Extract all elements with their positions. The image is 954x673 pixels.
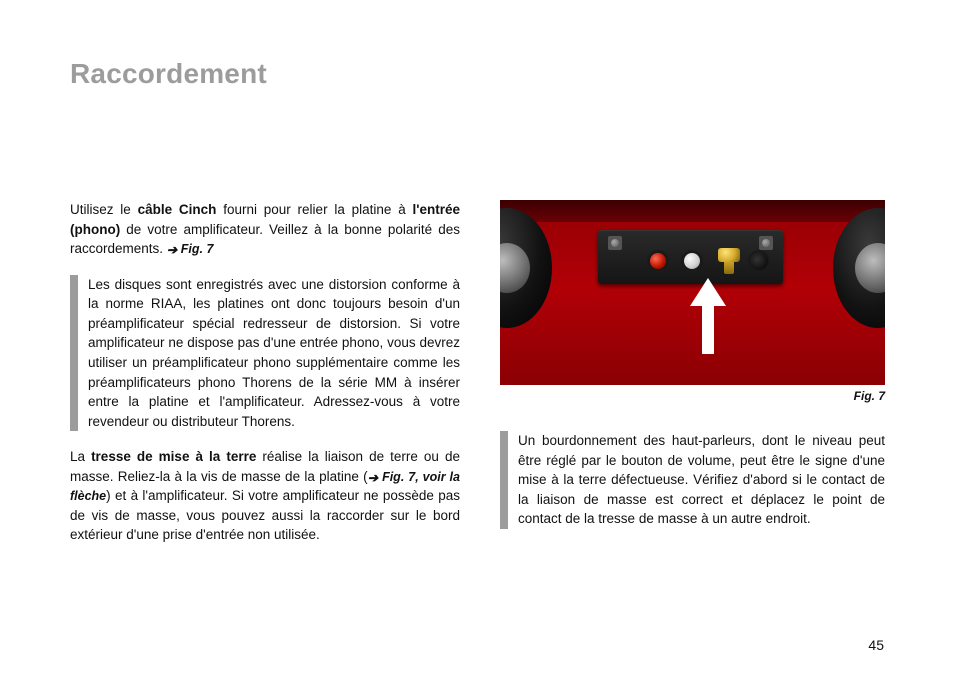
text: La xyxy=(70,449,91,464)
figure-image xyxy=(500,200,885,385)
text: Utilisez le xyxy=(70,202,138,217)
ground-terminal xyxy=(718,248,740,274)
right-column: Fig. 7 Un bourdonnement des haut-parleur… xyxy=(500,200,885,561)
text: de votre amplificateur. Veillez à la bon… xyxy=(70,222,460,257)
two-column-layout: Utilisez le câble Cinch fourni pour reli… xyxy=(70,200,885,561)
left-column: Utilisez le câble Cinch fourni pour reli… xyxy=(70,200,460,561)
arrow-icon: ➔ xyxy=(368,469,378,487)
power-jack xyxy=(750,252,768,270)
figure-caption: Fig. 7 xyxy=(500,389,885,403)
note-bar xyxy=(70,275,78,432)
text: ) et à l'amplificateur. Si votre ampli­f… xyxy=(70,488,460,542)
figure-7: Fig. 7 xyxy=(500,200,885,403)
screw-icon xyxy=(608,236,622,250)
note-block-riaa: Les disques sont enregistrés avec une di… xyxy=(70,275,460,432)
rca-white-jack xyxy=(684,253,700,269)
text: fourni pour relier la platine à xyxy=(216,202,412,217)
fig-bg-top xyxy=(500,200,885,222)
screw-icon xyxy=(759,236,773,250)
fig-ref-text: Fig. 7 xyxy=(181,242,214,256)
intro-paragraph: Utilisez le câble Cinch fourni pour reli… xyxy=(70,200,460,259)
fig-ref: ➔ Fig. 7 xyxy=(167,242,214,256)
note-bar xyxy=(500,431,508,529)
turntable-foot-right xyxy=(833,208,885,328)
page: Raccordement Utilisez le câble Cinch fou… xyxy=(70,58,885,561)
bold-ground: tresse de mise à la terre xyxy=(91,449,256,464)
page-title: Raccordement xyxy=(70,58,885,90)
note-text: Les disques sont enregistrés avec une di… xyxy=(88,275,460,432)
arrow-icon: ➔ xyxy=(167,241,177,259)
note-text: Un bourdonnement des haut-parleurs, dont… xyxy=(518,431,885,529)
note-block-hum: Un bourdonnement des haut-parleurs, dont… xyxy=(500,431,885,529)
rca-red-jack xyxy=(650,253,666,269)
connector-panel xyxy=(598,230,783,284)
bold-cable: câble Cinch xyxy=(138,202,217,217)
turntable-foot-left xyxy=(500,208,552,328)
page-number: 45 xyxy=(868,637,884,653)
ground-paragraph: La tresse de mise à la terre réalise la … xyxy=(70,447,460,545)
